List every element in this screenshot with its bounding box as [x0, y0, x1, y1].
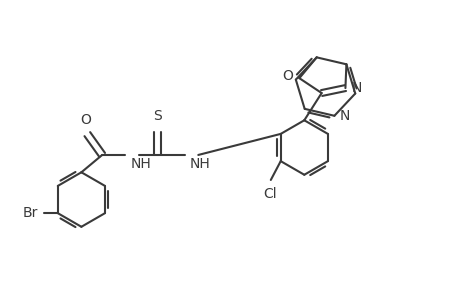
Text: Br: Br: [22, 206, 38, 220]
Text: O: O: [80, 113, 90, 127]
Text: S: S: [153, 109, 162, 123]
Text: N: N: [351, 81, 361, 95]
Text: O: O: [282, 69, 293, 83]
Text: Cl: Cl: [263, 187, 276, 201]
Text: NH: NH: [190, 158, 210, 171]
Text: NH: NH: [130, 158, 151, 171]
Text: N: N: [339, 109, 349, 123]
